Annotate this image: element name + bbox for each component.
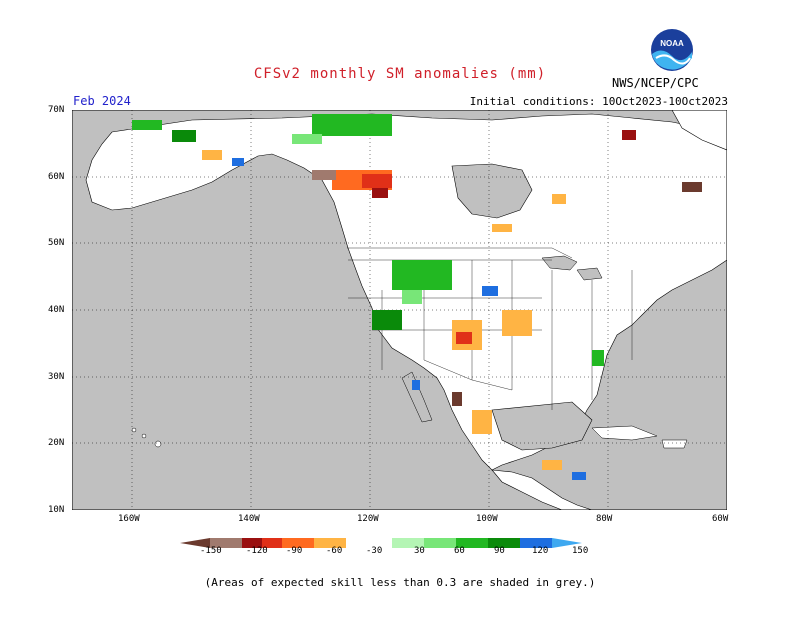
lat-tick-40n: 40N	[48, 305, 65, 315]
legend-swatch	[242, 538, 262, 548]
legend-label: 90	[494, 546, 505, 556]
skill-footnote: (Areas of expected skill less than 0.3 a…	[204, 576, 596, 589]
legend-swatch	[210, 538, 242, 548]
valid-month: Feb 2024	[73, 94, 131, 108]
legend-arrow-right	[552, 538, 582, 548]
legend-arrow-left	[180, 538, 210, 548]
sm-anomaly-map	[72, 110, 727, 510]
legend-label: 150	[572, 546, 589, 556]
lon-tick-100w: 100W	[476, 514, 498, 524]
lat-tick-50n: 50N	[48, 238, 65, 248]
legend-swatch	[520, 538, 552, 548]
lat-tick-30n: 30N	[48, 372, 65, 382]
initial-conditions: Initial conditions: 10Oct2023-10Oct2023	[469, 95, 728, 108]
legend-label: -60	[326, 546, 343, 556]
legend-swatch	[346, 538, 392, 548]
grid-lines	[72, 110, 727, 510]
lat-tick-70n: 70N	[48, 105, 65, 115]
lon-tick-160w: 160W	[118, 514, 140, 524]
legend-swatch	[392, 538, 424, 548]
legend-label: 120	[532, 546, 549, 556]
lat-tick-60n: 60N	[48, 172, 65, 182]
lat-tick-10n: 10N	[48, 505, 65, 515]
lon-tick-80w: 80W	[596, 514, 613, 524]
legend-label: 30	[414, 546, 425, 556]
chart-title: CFSv2 monthly SM anomalies (mm)	[253, 66, 547, 82]
legend-swatch	[456, 538, 488, 548]
legend-colorbar	[180, 538, 582, 548]
noaa-logo-icon: NOAA	[651, 29, 693, 71]
anomaly-cells	[132, 114, 702, 480]
lat-tick-20n: 20N	[48, 438, 65, 448]
legend-labels: -150 -120 -90 -60 -30 30 60 90 120 150	[170, 546, 630, 560]
political-boundaries	[347, 247, 633, 410]
legend-label: -150	[200, 546, 222, 556]
legend-swatch	[262, 538, 282, 548]
legend-label: -120	[246, 546, 268, 556]
legend-swatch	[314, 538, 346, 548]
lon-tick-60w: 60W	[712, 514, 729, 524]
legend-swatch	[282, 538, 314, 548]
legend-swatch	[488, 538, 520, 548]
legend-swatch	[424, 538, 456, 548]
lon-tick-140w: 140W	[238, 514, 260, 524]
agency-label: NWS/NCEP/CPC	[612, 76, 699, 90]
svg-text:NOAA: NOAA	[660, 39, 684, 48]
legend-label: -90	[286, 546, 303, 556]
lon-tick-120w: 120W	[357, 514, 379, 524]
legend-label: 60	[454, 546, 465, 556]
legend-label: -30	[366, 546, 383, 556]
